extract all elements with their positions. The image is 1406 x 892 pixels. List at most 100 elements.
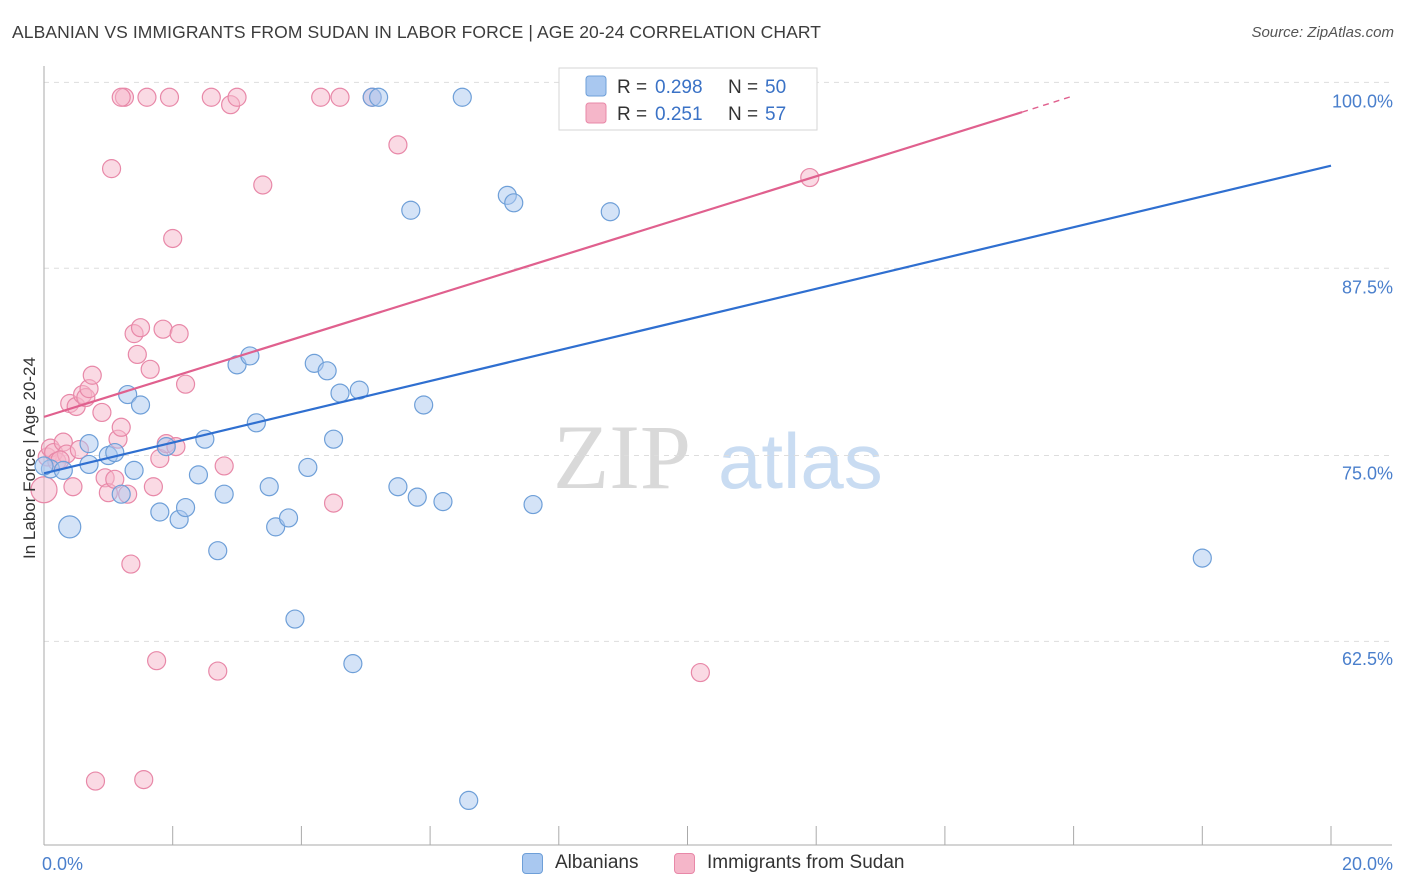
albanian-trend-line: [43, 164, 1332, 475]
albanian-point-4: [79, 434, 99, 454]
albanian-point-40: [452, 87, 472, 107]
sudan-point-46: [227, 87, 247, 107]
sudan-point-32: [143, 477, 163, 497]
sudan-point-31: [140, 359, 160, 379]
sudan-point-33: [147, 651, 167, 671]
sudan-point-29: [134, 769, 154, 790]
albanian-point-7: [111, 484, 131, 504]
legend-n-label-1: N =: [728, 77, 758, 98]
legend-item-albanians: Albanians: [522, 852, 638, 874]
sudan-point-50: [330, 87, 350, 107]
x-tick-label-0: 0.0%: [42, 854, 83, 874]
correlation-legend: R = 0.298 N = 50 R = 0.251 N = 57: [558, 67, 818, 131]
sudan-point-37: [159, 87, 180, 107]
legend-swatch-blue: [585, 75, 607, 97]
sudan-point-40: [169, 324, 189, 344]
albanian-point-18: [214, 484, 234, 504]
sudan-point-44: [214, 456, 234, 476]
sudan-point-42: [201, 87, 221, 107]
albanian-point-9: [124, 460, 144, 480]
sudan-point-25: [121, 554, 141, 574]
albanian-point-2: [58, 515, 82, 539]
albanian-point-47: [600, 202, 620, 222]
legend-swatch-albanians: [522, 852, 543, 874]
sudan-point-35: [153, 319, 173, 339]
sudan-point-28: [130, 318, 151, 338]
albanian-point-17: [208, 541, 228, 561]
albanian-point-29: [323, 429, 344, 449]
sudan-point-15: [85, 771, 106, 791]
albanian-point-30: [330, 383, 350, 403]
x-axis-tick-labels: 0.0% 20.0%: [42, 854, 1393, 874]
albanian-point-11: [150, 502, 170, 522]
albanian-point-32: [349, 380, 369, 400]
legend-n-value-1: 50: [765, 77, 786, 98]
watermark-zip: ZIP: [553, 406, 691, 508]
albanian-points: [34, 87, 1212, 811]
legend-r-value-1: 0.298: [655, 77, 703, 98]
sudan-point-27: [127, 344, 147, 365]
y-tick-label-2: 75.0%: [1342, 463, 1393, 483]
sudan-point-14: [82, 365, 102, 385]
albanian-point-26: [298, 457, 318, 478]
sudan-point-8: [63, 477, 83, 497]
albanian-point-41: [459, 790, 479, 811]
albanian-point-34: [369, 87, 389, 107]
albanian-point-49: [34, 456, 54, 476]
sudan-point-55: [111, 87, 131, 107]
sudan-trend-line: [43, 111, 1023, 418]
sudan-trend-extension: [1021, 95, 1074, 113]
albanian-point-37: [407, 487, 427, 507]
albanian-point-10: [130, 395, 151, 415]
sudan-point-19: [101, 159, 122, 179]
sudan-point-30: [137, 87, 157, 107]
sudan-point-47: [253, 175, 273, 195]
trend-lines: [43, 95, 1332, 475]
y-axis-label: In Labor Force | Age 20-24: [20, 357, 39, 559]
albanian-point-22: [259, 477, 279, 497]
legend-label-albanians: Albanians: [555, 852, 639, 873]
legend-swatch-pink: [585, 102, 607, 124]
x-tick-label-1: 20.0%: [1342, 854, 1393, 874]
legend-item-sudan: Immigrants from Sudan: [674, 852, 904, 874]
albanian-point-31: [343, 654, 363, 674]
sudan-point-43: [208, 661, 228, 681]
y-tick-label-1: 87.5%: [1342, 278, 1393, 298]
albanian-point-48: [1192, 548, 1212, 568]
y-tick-label-3: 62.5%: [1342, 649, 1393, 669]
source-label: Source: ZipAtlas.com: [1251, 24, 1394, 41]
legend-swatch-sudan: [674, 852, 695, 874]
sudan-point-49: [323, 493, 344, 513]
legend-n-label-2: N =: [728, 104, 758, 125]
albanian-point-24: [278, 508, 299, 528]
chart-title: ALBANIAN VS IMMIGRANTS FROM SUDAN IN LAB…: [12, 22, 822, 42]
albanian-point-44: [523, 494, 543, 515]
sudan-point-53: [690, 662, 710, 683]
albanian-point-39: [433, 492, 453, 512]
x-axis-ticks: [43, 826, 1332, 845]
legend-label-sudan: Immigrants from Sudan: [707, 852, 905, 873]
albanian-point-38: [414, 395, 434, 415]
sudan-point-0: [30, 476, 58, 504]
albanian-point-36: [401, 200, 421, 220]
sudan-point-16: [92, 402, 112, 423]
albanian-point-28: [317, 361, 337, 381]
sudan-point-52: [388, 135, 408, 155]
albanian-point-43: [504, 193, 524, 213]
albanian-point-14: [175, 497, 196, 518]
legend-r-value-2: 0.251: [655, 104, 703, 125]
albanian-point-25: [285, 609, 305, 629]
series-legend: Albanians Immigrants from Sudan: [0, 852, 1406, 878]
legend-r-label-1: R =: [617, 77, 647, 98]
sudan-point-38: [163, 228, 183, 249]
sudan-point-41: [175, 374, 196, 394]
albanian-point-35: [388, 477, 408, 497]
sudan-point-22: [111, 417, 131, 437]
albanian-point-15: [188, 465, 209, 485]
legend-n-value-2: 57: [765, 104, 786, 125]
y-axis-tick-labels: 100.0% 87.5% 75.0% 62.5%: [1332, 92, 1393, 669]
sudan-points: [30, 87, 820, 791]
watermark-atlas: atlas: [718, 417, 883, 505]
sudan-point-48: [311, 87, 331, 107]
